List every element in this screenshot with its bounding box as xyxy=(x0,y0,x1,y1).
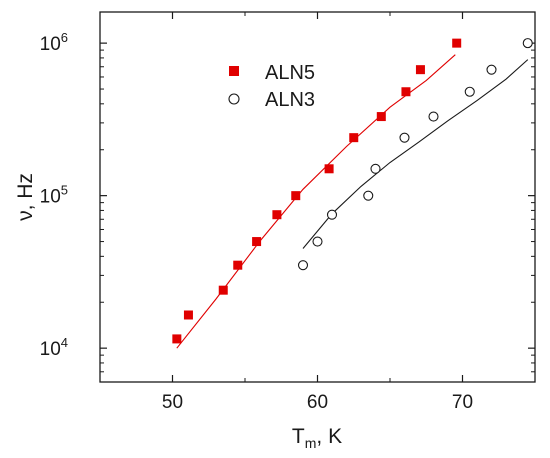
x-axis-label-subscript: m xyxy=(305,435,317,451)
y-tick-label-exponent: 6 xyxy=(61,30,68,45)
data-point-aln3 xyxy=(363,190,374,201)
data-point-aln5 xyxy=(272,210,282,220)
x-tick-label: 50 xyxy=(162,392,183,413)
y-tick-label: 104 xyxy=(40,335,68,360)
legend-marker-aln5 xyxy=(229,66,239,76)
axis-ticks xyxy=(99,12,536,383)
data-point-aln5 xyxy=(415,65,425,75)
data-point-aln3 xyxy=(399,132,410,143)
data-points xyxy=(172,38,533,344)
x-axis-label: Tm, K xyxy=(292,425,342,451)
data-point-aln5 xyxy=(324,164,334,174)
y-tick-label: 106 xyxy=(40,30,68,55)
data-point-aln5 xyxy=(291,191,301,201)
fit-line-aln3 xyxy=(302,59,529,249)
data-point-aln3 xyxy=(486,64,497,75)
y-tick-label-exponent: 4 xyxy=(61,335,68,350)
x-tick-label: 60 xyxy=(307,392,328,413)
x-tick-label: 70 xyxy=(452,392,473,413)
data-point-aln5 xyxy=(252,237,262,247)
data-point-aln5 xyxy=(376,112,386,122)
data-point-aln5 xyxy=(452,38,462,48)
legend-label-aln5: ALN5 xyxy=(265,62,315,84)
x-axis-label-unit: , K xyxy=(316,425,342,448)
plot-frame xyxy=(99,11,536,383)
data-point-aln5 xyxy=(401,87,411,97)
legend: ALN5 ALN3 xyxy=(228,62,315,111)
data-point-aln3 xyxy=(312,236,323,247)
y-tick-label: 105 xyxy=(40,183,68,208)
y-tick-label-base: 10 xyxy=(40,339,61,360)
y-axis-label: ν, Hz xyxy=(14,173,37,221)
data-point-aln5 xyxy=(172,334,182,344)
data-point-aln3 xyxy=(370,163,381,174)
legend-label-aln3: ALN3 xyxy=(265,89,315,111)
fit-line-aln5 xyxy=(176,54,456,349)
data-point-aln3 xyxy=(326,209,338,220)
y-tick-label-base: 10 xyxy=(40,34,61,55)
y-tick-label-exponent: 5 xyxy=(61,183,68,198)
data-point-aln5 xyxy=(218,285,228,295)
data-point-aln3 xyxy=(522,38,533,49)
data-point-aln5 xyxy=(349,133,359,143)
y-tick-label-base: 10 xyxy=(40,187,61,208)
legend-marker-aln3 xyxy=(228,93,240,105)
x-axis-label-main: T xyxy=(292,425,305,448)
data-point-aln3 xyxy=(297,260,309,271)
data-point-aln3 xyxy=(428,111,439,122)
data-point-aln3 xyxy=(464,86,475,97)
data-point-aln5 xyxy=(233,260,243,270)
data-point-aln5 xyxy=(183,310,193,320)
